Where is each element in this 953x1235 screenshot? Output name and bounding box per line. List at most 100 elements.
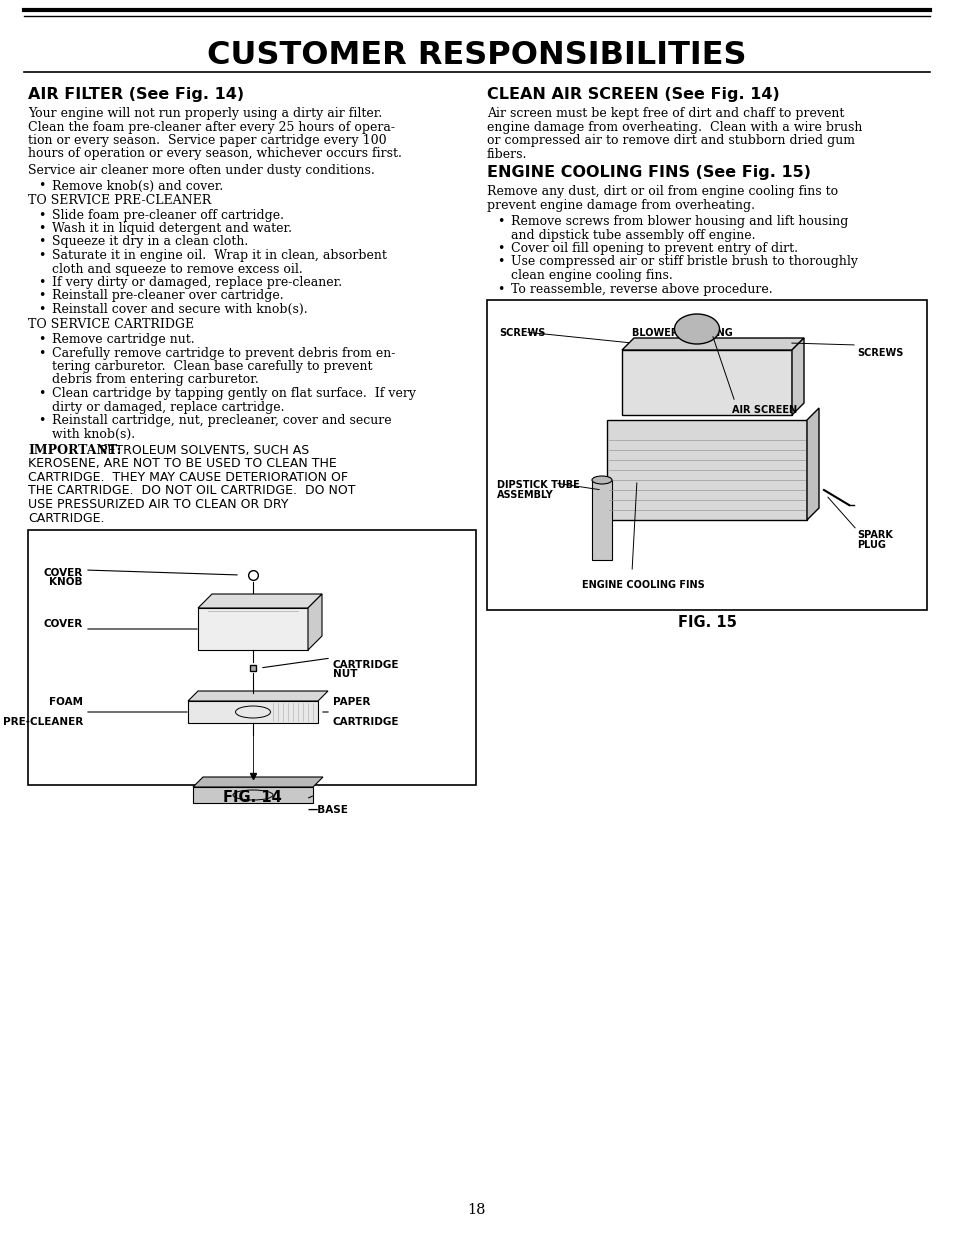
Polygon shape xyxy=(806,408,818,520)
Text: •: • xyxy=(38,249,46,262)
Polygon shape xyxy=(198,594,322,608)
Text: CARTRIDGE.: CARTRIDGE. xyxy=(28,511,105,525)
Text: Reinstall cover and secure with knob(s).: Reinstall cover and secure with knob(s). xyxy=(52,303,307,316)
Text: AIR SCREEN: AIR SCREEN xyxy=(731,405,797,415)
Text: •: • xyxy=(38,222,46,235)
Text: or compressed air to remove dirt and stubborn dried gum: or compressed air to remove dirt and stu… xyxy=(486,135,854,147)
Text: Your engine will not run properly using a dirty air filter.: Your engine will not run properly using … xyxy=(28,107,382,120)
Text: cloth and squeeze to remove excess oil.: cloth and squeeze to remove excess oil. xyxy=(52,263,302,275)
Text: Air screen must be kept free of dirt and chaff to prevent: Air screen must be kept free of dirt and… xyxy=(486,107,843,120)
Text: •: • xyxy=(38,347,46,359)
Polygon shape xyxy=(308,594,322,650)
Text: •: • xyxy=(38,289,46,303)
Text: To reassemble, reverse above procedure.: To reassemble, reverse above procedure. xyxy=(511,283,772,295)
Text: •: • xyxy=(497,283,504,295)
Text: •: • xyxy=(38,303,46,316)
Text: Remove screws from blower housing and lift housing: Remove screws from blower housing and li… xyxy=(511,215,847,228)
Text: engine damage from overheating.  Clean with a wire brush: engine damage from overheating. Clean wi… xyxy=(486,121,862,133)
Text: TO SERVICE CARTRIDGE: TO SERVICE CARTRIDGE xyxy=(28,319,193,331)
Text: Use compressed air or stiff bristle brush to thoroughly: Use compressed air or stiff bristle brus… xyxy=(511,256,857,268)
Text: CARTRIDGE: CARTRIDGE xyxy=(333,659,399,671)
Text: IMPORTANT:: IMPORTANT: xyxy=(28,445,121,457)
Text: USE PRESSURIZED AIR TO CLEAN OR DRY: USE PRESSURIZED AIR TO CLEAN OR DRY xyxy=(28,498,288,511)
Text: Remove knob(s) and cover.: Remove knob(s) and cover. xyxy=(52,179,223,193)
Text: •: • xyxy=(497,242,504,254)
Text: fibers.: fibers. xyxy=(486,147,527,161)
Polygon shape xyxy=(592,480,612,559)
Text: PETROLEUM SOLVENTS, SUCH AS: PETROLEUM SOLVENTS, SUCH AS xyxy=(100,445,309,457)
Text: CUSTOMER RESPONSIBILITIES: CUSTOMER RESPONSIBILITIES xyxy=(207,40,746,70)
Text: Cover oil fill opening to prevent entry of dirt.: Cover oil fill opening to prevent entry … xyxy=(511,242,797,254)
Text: •: • xyxy=(38,387,46,400)
Text: Slide foam pre-cleaner off cartridge.: Slide foam pre-cleaner off cartridge. xyxy=(52,209,284,221)
Text: SCREWS: SCREWS xyxy=(856,348,902,358)
Polygon shape xyxy=(193,777,323,787)
Ellipse shape xyxy=(674,314,719,345)
Text: ENGINE COOLING FINS: ENGINE COOLING FINS xyxy=(581,580,704,590)
Text: Reinstall pre-cleaner over cartridge.: Reinstall pre-cleaner over cartridge. xyxy=(52,289,283,303)
FancyBboxPatch shape xyxy=(28,530,476,785)
Text: PLUG: PLUG xyxy=(856,540,885,550)
Text: •: • xyxy=(38,236,46,248)
Text: debris from entering carburetor.: debris from entering carburetor. xyxy=(52,373,258,387)
FancyBboxPatch shape xyxy=(486,300,926,610)
Text: CARTRIDGE.  THEY MAY CAUSE DETERIORATION OF: CARTRIDGE. THEY MAY CAUSE DETERIORATION … xyxy=(28,471,348,484)
Polygon shape xyxy=(621,338,803,350)
Text: PAPER: PAPER xyxy=(333,697,370,706)
Text: CLEAN AIR SCREEN (See Fig. 14): CLEAN AIR SCREEN (See Fig. 14) xyxy=(486,86,779,103)
Text: clean engine cooling fins.: clean engine cooling fins. xyxy=(511,269,672,282)
Text: KEROSENE, ARE NOT TO BE USED TO CLEAN THE: KEROSENE, ARE NOT TO BE USED TO CLEAN TH… xyxy=(28,457,336,471)
Text: THE CARTRIDGE.  DO NOT OIL CARTRIDGE.  DO NOT: THE CARTRIDGE. DO NOT OIL CARTRIDGE. DO … xyxy=(28,484,355,498)
Text: —BASE: —BASE xyxy=(308,805,349,815)
Text: BLOWER HOUSING: BLOWER HOUSING xyxy=(631,329,732,338)
Text: •: • xyxy=(38,275,46,289)
Text: DIPSTICK TUBE: DIPSTICK TUBE xyxy=(497,480,579,490)
Text: FIG. 15: FIG. 15 xyxy=(677,615,736,630)
Text: Saturate it in engine oil.  Wrap it in clean, absorbent: Saturate it in engine oil. Wrap it in cl… xyxy=(52,249,387,262)
Text: TO SERVICE PRE-CLEANER: TO SERVICE PRE-CLEANER xyxy=(28,194,211,207)
Polygon shape xyxy=(621,350,791,415)
Text: •: • xyxy=(38,414,46,427)
Text: COVER: COVER xyxy=(44,568,83,578)
Text: and dipstick tube assembly off engine.: and dipstick tube assembly off engine. xyxy=(511,228,755,242)
Text: If very dirty or damaged, replace pre-cleaner.: If very dirty or damaged, replace pre-cl… xyxy=(52,275,342,289)
Polygon shape xyxy=(791,338,803,415)
Text: •: • xyxy=(38,333,46,346)
Polygon shape xyxy=(198,608,308,650)
Text: CARTRIDGE: CARTRIDGE xyxy=(333,718,399,727)
Text: ENGINE COOLING FINS (See Fig. 15): ENGINE COOLING FINS (See Fig. 15) xyxy=(486,165,810,180)
Text: dirty or damaged, replace cartridge.: dirty or damaged, replace cartridge. xyxy=(52,400,284,414)
Text: AIR FILTER (See Fig. 14): AIR FILTER (See Fig. 14) xyxy=(28,86,244,103)
Polygon shape xyxy=(193,787,313,803)
Text: SCREWS: SCREWS xyxy=(498,329,545,338)
Text: SPARK: SPARK xyxy=(856,530,892,540)
Text: Carefully remove cartridge to prevent debris from en-: Carefully remove cartridge to prevent de… xyxy=(52,347,395,359)
Ellipse shape xyxy=(592,475,612,484)
Text: Clean the foam pre-cleaner after every 25 hours of opera-: Clean the foam pre-cleaner after every 2… xyxy=(28,121,395,133)
Text: 18: 18 xyxy=(467,1203,486,1216)
Text: FIG. 14: FIG. 14 xyxy=(222,790,281,805)
Text: Remove cartridge nut.: Remove cartridge nut. xyxy=(52,333,194,346)
Text: ASSEMBLY: ASSEMBLY xyxy=(497,490,553,500)
Text: tering carburetor.  Clean base carefully to prevent: tering carburetor. Clean base carefully … xyxy=(52,359,372,373)
Text: Clean cartridge by tapping gently on flat surface.  If very: Clean cartridge by tapping gently on fla… xyxy=(52,387,416,400)
Text: prevent engine damage from overheating.: prevent engine damage from overheating. xyxy=(486,199,754,211)
Text: Reinstall cartridge, nut, precleaner, cover and secure: Reinstall cartridge, nut, precleaner, co… xyxy=(52,414,392,427)
Text: •: • xyxy=(38,179,46,193)
Polygon shape xyxy=(188,692,328,701)
Text: Wash it in liquid detergent and water.: Wash it in liquid detergent and water. xyxy=(52,222,292,235)
Text: •: • xyxy=(497,215,504,228)
Text: KNOB: KNOB xyxy=(50,577,83,587)
Text: Squeeze it dry in a clean cloth.: Squeeze it dry in a clean cloth. xyxy=(52,236,248,248)
Text: NUT: NUT xyxy=(333,669,357,679)
Text: PRE-CLEANER: PRE-CLEANER xyxy=(3,718,83,727)
Text: Service air cleaner more often under dusty conditions.: Service air cleaner more often under dus… xyxy=(28,164,375,177)
Polygon shape xyxy=(606,420,806,520)
Text: •: • xyxy=(38,209,46,221)
Text: FOAM: FOAM xyxy=(49,697,83,706)
Polygon shape xyxy=(188,701,317,722)
Text: •: • xyxy=(497,256,504,268)
Text: COVER: COVER xyxy=(44,619,83,629)
Text: Remove any dust, dirt or oil from engine cooling fins to: Remove any dust, dirt or oil from engine… xyxy=(486,185,838,198)
Text: hours of operation or every season, whichever occurs first.: hours of operation or every season, whic… xyxy=(28,147,401,161)
